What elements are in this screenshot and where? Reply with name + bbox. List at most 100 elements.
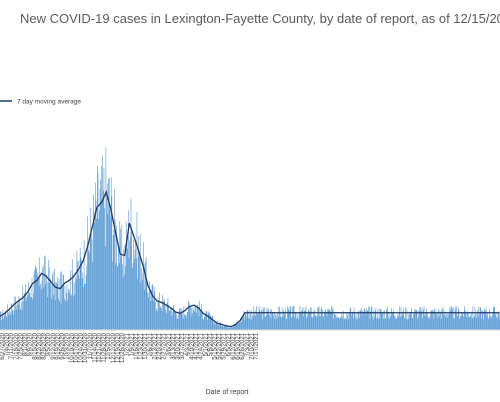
bar	[219, 323, 220, 330]
bar	[420, 306, 422, 330]
bar	[493, 307, 495, 330]
bar	[144, 263, 146, 330]
bar	[335, 315, 336, 330]
bar	[289, 311, 290, 330]
bar	[236, 322, 237, 330]
bar	[32, 299, 33, 330]
bar	[91, 233, 92, 330]
bar	[392, 312, 393, 330]
bar	[427, 312, 428, 330]
bar	[26, 296, 28, 330]
bar	[77, 274, 79, 330]
bar	[93, 211, 95, 330]
bar	[199, 301, 200, 330]
bar	[84, 284, 86, 330]
bar	[76, 251, 78, 330]
bar	[277, 313, 278, 330]
bar	[117, 266, 119, 330]
bar	[490, 315, 492, 330]
bar	[157, 297, 159, 330]
bar	[357, 318, 358, 330]
bar	[362, 311, 363, 330]
bar	[38, 278, 39, 330]
bar	[7, 312, 9, 330]
bar	[416, 310, 418, 330]
bar	[351, 313, 353, 330]
bar	[106, 183, 108, 330]
bar	[250, 309, 252, 330]
bar	[225, 325, 227, 330]
bar	[374, 311, 376, 330]
bar	[374, 316, 375, 330]
x-tick-label: 7/18/2020	[14, 332, 20, 359]
bar	[56, 283, 58, 330]
bar	[397, 314, 398, 330]
bar	[176, 318, 178, 330]
x-tick-label: 6/12/2021	[231, 332, 237, 359]
x-tick-label: 10/10/2020	[69, 332, 75, 363]
bar	[300, 310, 302, 330]
bar	[262, 307, 264, 330]
bar	[376, 319, 377, 330]
bar	[50, 284, 52, 330]
x-tick-label: 1/30/2021	[143, 332, 149, 359]
bar	[227, 326, 229, 330]
bar	[421, 307, 423, 330]
bar	[359, 317, 360, 330]
bar	[276, 319, 278, 330]
bar	[229, 327, 231, 330]
bar	[215, 321, 216, 330]
bar	[223, 326, 225, 330]
bar	[400, 307, 402, 330]
bar	[217, 320, 218, 330]
bar	[444, 311, 446, 330]
bar	[471, 318, 473, 330]
x-tick-label: 12/5/2020	[106, 332, 112, 359]
bar	[268, 314, 270, 330]
bar	[46, 281, 48, 330]
bar	[428, 318, 429, 330]
bar	[383, 319, 385, 330]
bar	[249, 318, 251, 330]
bar	[250, 314, 251, 330]
bar	[74, 294, 76, 330]
bar	[95, 200, 97, 330]
bar	[312, 317, 313, 330]
bar	[434, 313, 436, 330]
bar	[67, 300, 68, 330]
x-tick-label: 6/19/2021	[236, 332, 242, 359]
bar	[201, 304, 202, 330]
bar	[401, 315, 402, 330]
bar	[137, 279, 138, 330]
bar	[417, 310, 419, 330]
bar	[66, 284, 68, 330]
bar	[219, 323, 221, 330]
bar	[401, 314, 403, 330]
bar	[332, 306, 334, 330]
bar	[217, 323, 219, 330]
bar	[24, 293, 26, 330]
bar	[476, 313, 478, 330]
bar	[223, 326, 224, 330]
bar	[442, 314, 444, 330]
bar	[341, 315, 343, 330]
bar	[14, 310, 16, 330]
bar	[120, 229, 121, 330]
x-tick-label: 8/22/2020	[37, 332, 43, 359]
bar	[419, 307, 420, 330]
x-tick-label: 8/15/2020	[32, 332, 38, 359]
bar	[342, 318, 344, 330]
bar	[329, 310, 330, 330]
x-tick-label: 8/1/2020	[23, 332, 29, 356]
bar	[205, 310, 207, 330]
bar	[11, 303, 12, 330]
bar	[81, 278, 83, 330]
bar	[297, 313, 299, 330]
bar	[291, 317, 292, 330]
bar	[408, 318, 410, 330]
bar	[275, 314, 276, 330]
bar	[369, 319, 371, 330]
bar	[306, 318, 307, 330]
bar	[65, 301, 66, 330]
bar	[318, 307, 319, 330]
